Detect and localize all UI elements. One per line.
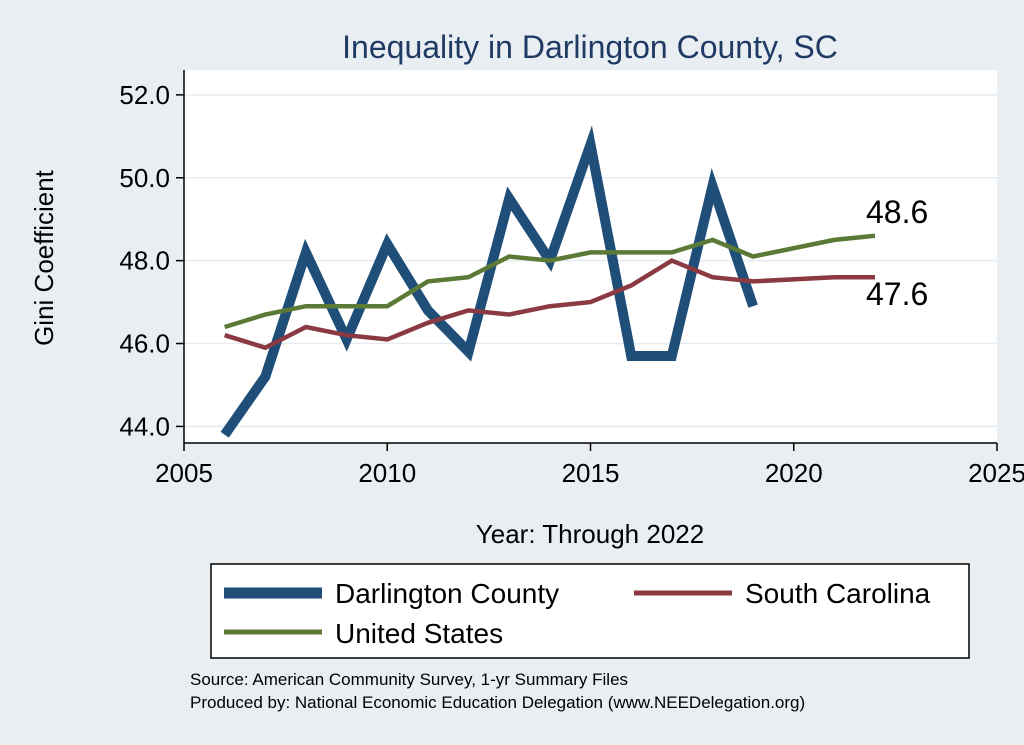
x-tick-label: 2005 bbox=[155, 458, 213, 488]
series-line-darlington-county bbox=[220, 125, 758, 438]
x-tick-label: 2015 bbox=[562, 458, 620, 488]
legend-label-south-carolina: South Carolina bbox=[745, 578, 931, 609]
tick-marks bbox=[176, 94, 998, 451]
series-line-south-carolina bbox=[224, 258, 875, 351]
y-tick-label: 52.0 bbox=[119, 80, 170, 110]
legend-box bbox=[210, 563, 970, 659]
y-tick-label: 50.0 bbox=[119, 163, 170, 193]
x-tick-label: 2025 bbox=[968, 458, 1024, 488]
source-note: Source: American Community Survey, 1-yr … bbox=[190, 670, 628, 689]
annotation-united-states: 48.6 bbox=[866, 194, 928, 230]
y-tick-label: 46.0 bbox=[119, 329, 170, 359]
y-tick-label: 44.0 bbox=[119, 411, 170, 441]
legend-label-united-states: United States bbox=[335, 618, 503, 649]
x-axis-title: Year: Through 2022 bbox=[476, 519, 704, 549]
legend: Darlington County South Carolina United … bbox=[210, 563, 970, 659]
producer-note: Produced by: National Economic Education… bbox=[190, 693, 805, 712]
series-line-united-states bbox=[224, 233, 876, 330]
chart-title: Inequality in Darlington County, SC bbox=[342, 29, 838, 65]
y-tick-label: 48.0 bbox=[119, 246, 170, 276]
legend-label-darlington-county: Darlington County bbox=[335, 578, 559, 609]
series-lines bbox=[220, 125, 876, 438]
gridlines bbox=[184, 94, 997, 428]
x-tick-label: 2010 bbox=[358, 458, 416, 488]
annotation-south-carolina: 47.6 bbox=[866, 276, 928, 312]
x-tick-label: 2020 bbox=[765, 458, 823, 488]
y-axis-title: Gini Coefficient bbox=[29, 169, 59, 346]
